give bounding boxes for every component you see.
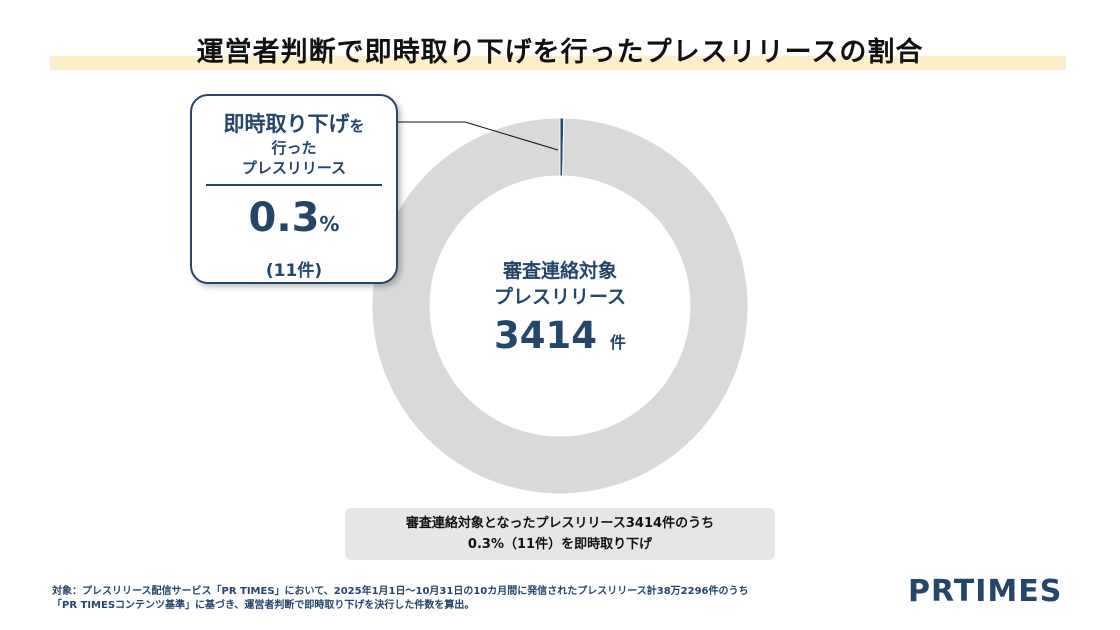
withdrawn-callout-box: 即時取り下げを 行った プレスリリース 0.3% (11件) — [190, 94, 398, 284]
callout-heading-main: 即時取り下げ — [223, 112, 350, 136]
donut-slice-1 — [371, 117, 749, 495]
prtimes-logo: PRTIMES — [908, 574, 1063, 609]
callout-line-2: 行った — [271, 139, 317, 157]
callout-divider — [206, 184, 382, 186]
center-line-2: プレスリリース — [493, 286, 627, 308]
center-total: 3414 件 — [460, 316, 660, 363]
callout-percent-unit: % — [319, 212, 340, 236]
callout-percent-value: 0.3 — [248, 195, 320, 241]
center-total-value: 3414 — [494, 314, 598, 357]
callout-percentage: 0.3% — [192, 196, 396, 246]
summary-box: 審査連絡対象となったプレスリリース3414件のうち 0.3%（11件）を即時取り… — [345, 508, 775, 560]
footnote-line-2: 「PR TIMESコンテンツ基準」に基づき、運営者判断で即時取り下げを決行した件… — [52, 600, 475, 611]
footnote-line-1: 対象：プレスリリース配信サービス「PR TIMES」において、2025年1月1日… — [52, 586, 749, 597]
callout-heading-particle: を — [349, 117, 365, 135]
page-title: 運営者判断で即時取り下げを行ったプレスリリースの割合 — [196, 37, 924, 68]
summary-line-1: 審査連絡対象となったプレスリリース3414件のうち — [405, 516, 715, 531]
callout-line-3: プレスリリース — [241, 159, 347, 177]
callout-count: (11件) — [265, 261, 323, 281]
callout-leader-line-diagonal — [464, 121, 559, 151]
donut-center-label: 審査連絡対象 プレスリリース 3414 件 — [460, 258, 660, 363]
title-highlight-band — [50, 56, 1066, 70]
callout-heading: 即時取り下げを — [192, 108, 396, 138]
center-total-unit: 件 — [609, 333, 626, 352]
summary-line-2: 0.3%（11件）を即時取り下げ — [467, 537, 653, 552]
footnote: 対象：プレスリリース配信サービス「PR TIMES」において、2025年1月1日… — [52, 585, 832, 613]
center-line-1: 審査連絡対象 — [502, 260, 617, 282]
